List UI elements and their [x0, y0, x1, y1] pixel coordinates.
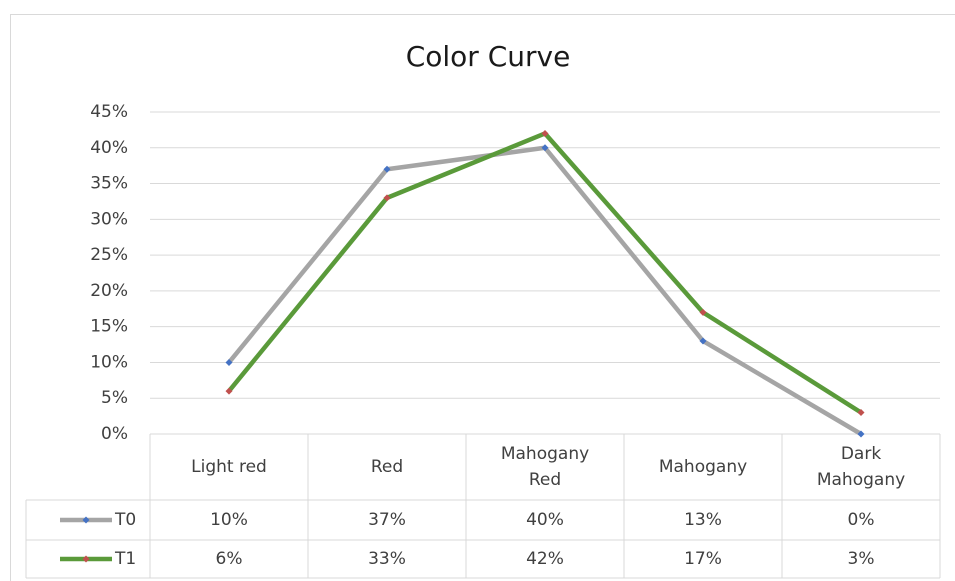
- marker: [225, 387, 233, 395]
- value-cell: 17%: [624, 540, 782, 578]
- legend-label: T0: [114, 510, 136, 530]
- marker: [541, 129, 549, 137]
- marker: [699, 308, 707, 316]
- cell-text: 6%: [215, 549, 243, 569]
- y-tick-label: 10%: [90, 352, 128, 372]
- cell-text: 10%: [210, 510, 248, 530]
- value-cell: 33%: [308, 540, 466, 578]
- cell-text: 13%: [684, 510, 722, 530]
- y-tick-label: 0%: [101, 424, 128, 444]
- cell-text: Red: [370, 457, 404, 477]
- cell-text: 17%: [684, 549, 722, 569]
- cell-text: Light red: [191, 457, 267, 477]
- cell-text: Mahogany: [658, 457, 748, 477]
- marker: [857, 430, 865, 438]
- marker: [857, 409, 865, 417]
- y-tick-label: 40%: [90, 138, 128, 158]
- value-cell: 0%: [782, 500, 940, 540]
- cell-text: 33%: [368, 549, 406, 569]
- legend-marker: [82, 516, 90, 524]
- y-tick-label: 30%: [90, 209, 128, 229]
- y-tick-label: 35%: [90, 174, 128, 194]
- y-tick-label: 15%: [90, 317, 128, 337]
- value-cell: 42%: [466, 540, 624, 578]
- cell-text: 42%: [526, 549, 564, 569]
- category-cell: Red: [308, 434, 466, 500]
- value-cell: 3%: [782, 540, 940, 578]
- y-tick-label: 5%: [101, 388, 128, 408]
- chart-border: [10, 14, 955, 581]
- marker: [699, 337, 707, 345]
- value-cell: 13%: [624, 500, 782, 540]
- cell-text: Dark Mahogany: [816, 444, 906, 490]
- category-cell: Light red: [150, 434, 308, 500]
- y-tick-label: 25%: [90, 245, 128, 265]
- y-tick-label: 20%: [90, 281, 128, 301]
- y-tick-label: 45%: [90, 102, 128, 122]
- value-cell: 6%: [150, 540, 308, 578]
- legend-marker: [82, 555, 90, 563]
- cell-text: 37%: [368, 510, 406, 530]
- cell-text: 3%: [847, 549, 875, 569]
- legend-label: T1: [114, 549, 136, 569]
- marker: [383, 194, 391, 202]
- cell-text: Mahogany Red: [500, 444, 590, 490]
- cell-text: 40%: [526, 510, 564, 530]
- value-cell: 37%: [308, 500, 466, 540]
- marker: [541, 144, 549, 152]
- category-cell: Mahogany Red: [466, 434, 624, 500]
- chart-title: Color Curve: [406, 40, 571, 73]
- marker: [225, 358, 233, 366]
- value-cell: 10%: [150, 500, 308, 540]
- category-cell: Mahogany: [624, 434, 782, 500]
- marker: [383, 165, 391, 173]
- cell-text: 0%: [847, 510, 875, 530]
- category-cell: Dark Mahogany: [782, 434, 940, 500]
- value-cell: 40%: [466, 500, 624, 540]
